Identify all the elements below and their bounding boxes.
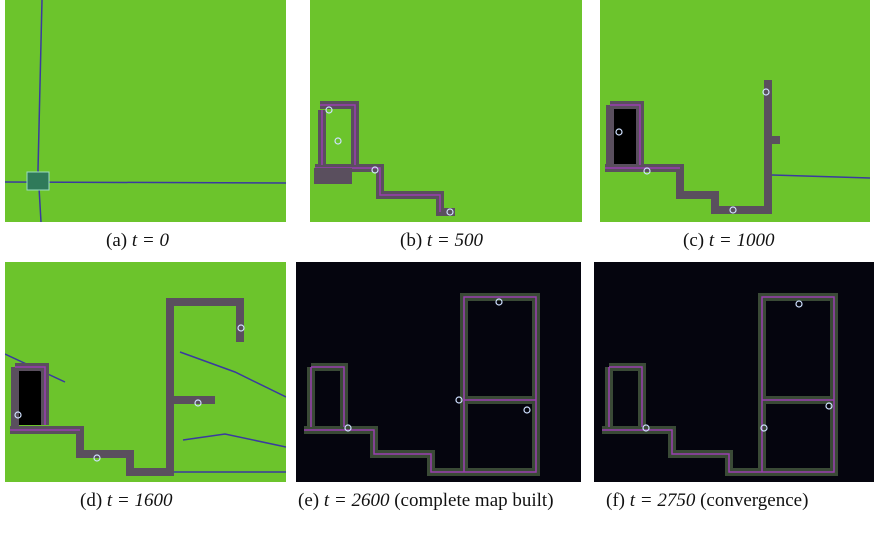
map-d — [5, 262, 286, 482]
map-c — [600, 0, 870, 222]
caption: (c) t = 1000 — [683, 230, 774, 252]
caption: (b) t = 500 — [400, 230, 483, 252]
caption-note: (complete map built) — [394, 490, 553, 511]
caption: (f) t = 2750 (convergence) — [606, 490, 808, 512]
caption-math: t = 0 — [132, 230, 169, 251]
caption: (e) t = 2600 (complete map built) — [298, 490, 583, 512]
caption-math: t = 1000 — [709, 230, 775, 251]
caption-label: (d) — [80, 490, 102, 511]
map-e — [296, 262, 581, 482]
caption-note: (convergence) — [700, 490, 808, 511]
caption: (a) t = 0 — [106, 230, 169, 252]
map-f — [594, 262, 874, 482]
caption-label: (c) — [683, 230, 704, 251]
caption-math: t = 1600 — [107, 490, 173, 511]
caption-label: (e) — [298, 490, 319, 511]
caption-math: t = 500 — [427, 230, 483, 251]
map-b — [310, 0, 582, 222]
caption: (d) t = 1600 — [80, 490, 173, 512]
caption-label: (f) — [606, 490, 625, 511]
figure: (a) t = 0 (b) t = 500 (c) t = 1000 (d) t… — [0, 0, 880, 540]
caption-label: (a) — [106, 230, 127, 251]
caption-label: (b) — [400, 230, 422, 251]
caption-math: t = 2600 — [324, 490, 390, 511]
caption-math: t = 2750 — [630, 490, 696, 511]
map-a — [5, 0, 286, 222]
